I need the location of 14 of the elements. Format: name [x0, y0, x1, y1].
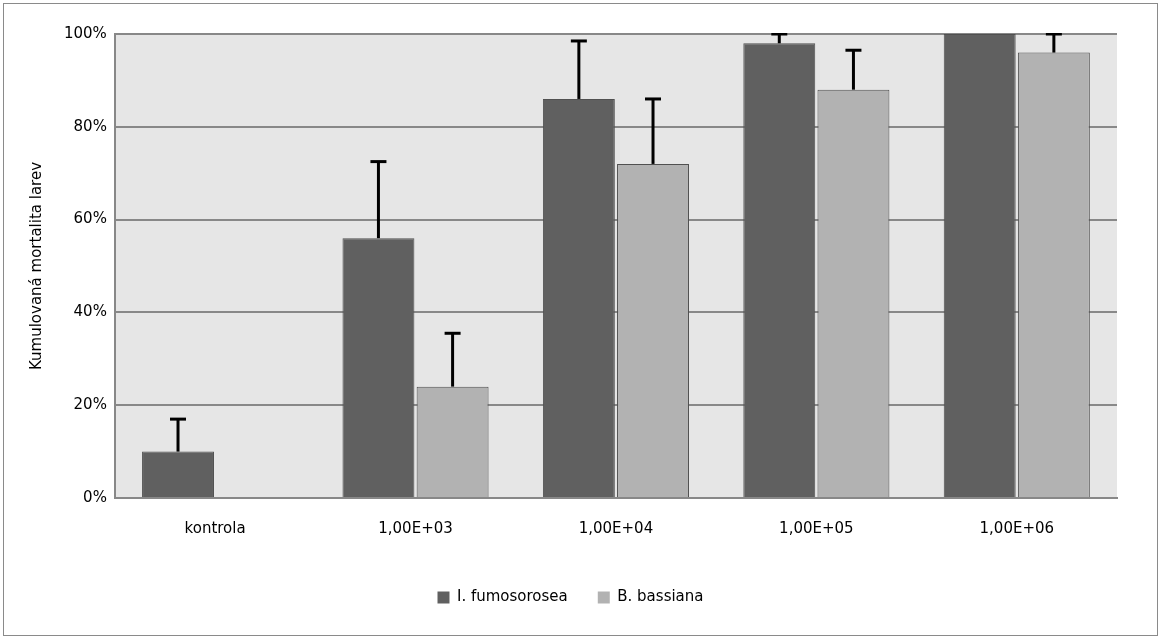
y-tick-label: 60%	[73, 209, 107, 228]
legend-label: I. fumosorosea	[457, 587, 568, 606]
legend-label: B. bassiana	[617, 587, 704, 606]
x-tick-label: 1,00E+03	[378, 518, 453, 537]
x-tick-label: 1,00E+04	[578, 518, 654, 537]
y-tick-label: 100%	[63, 23, 107, 42]
x-tick-label: kontrola	[184, 518, 246, 537]
y-tick-label: 0%	[83, 487, 107, 506]
y-tick-label: 40%	[73, 302, 107, 321]
y-axis-title: Kumulovaná mortalita larev	[26, 161, 45, 371]
x-tick-label: 1,00E+06	[979, 518, 1055, 537]
y-tick-label: 20%	[73, 395, 107, 414]
y-tick-label: 80%	[73, 116, 107, 135]
x-tick-label: 1,00E+05	[779, 518, 854, 537]
